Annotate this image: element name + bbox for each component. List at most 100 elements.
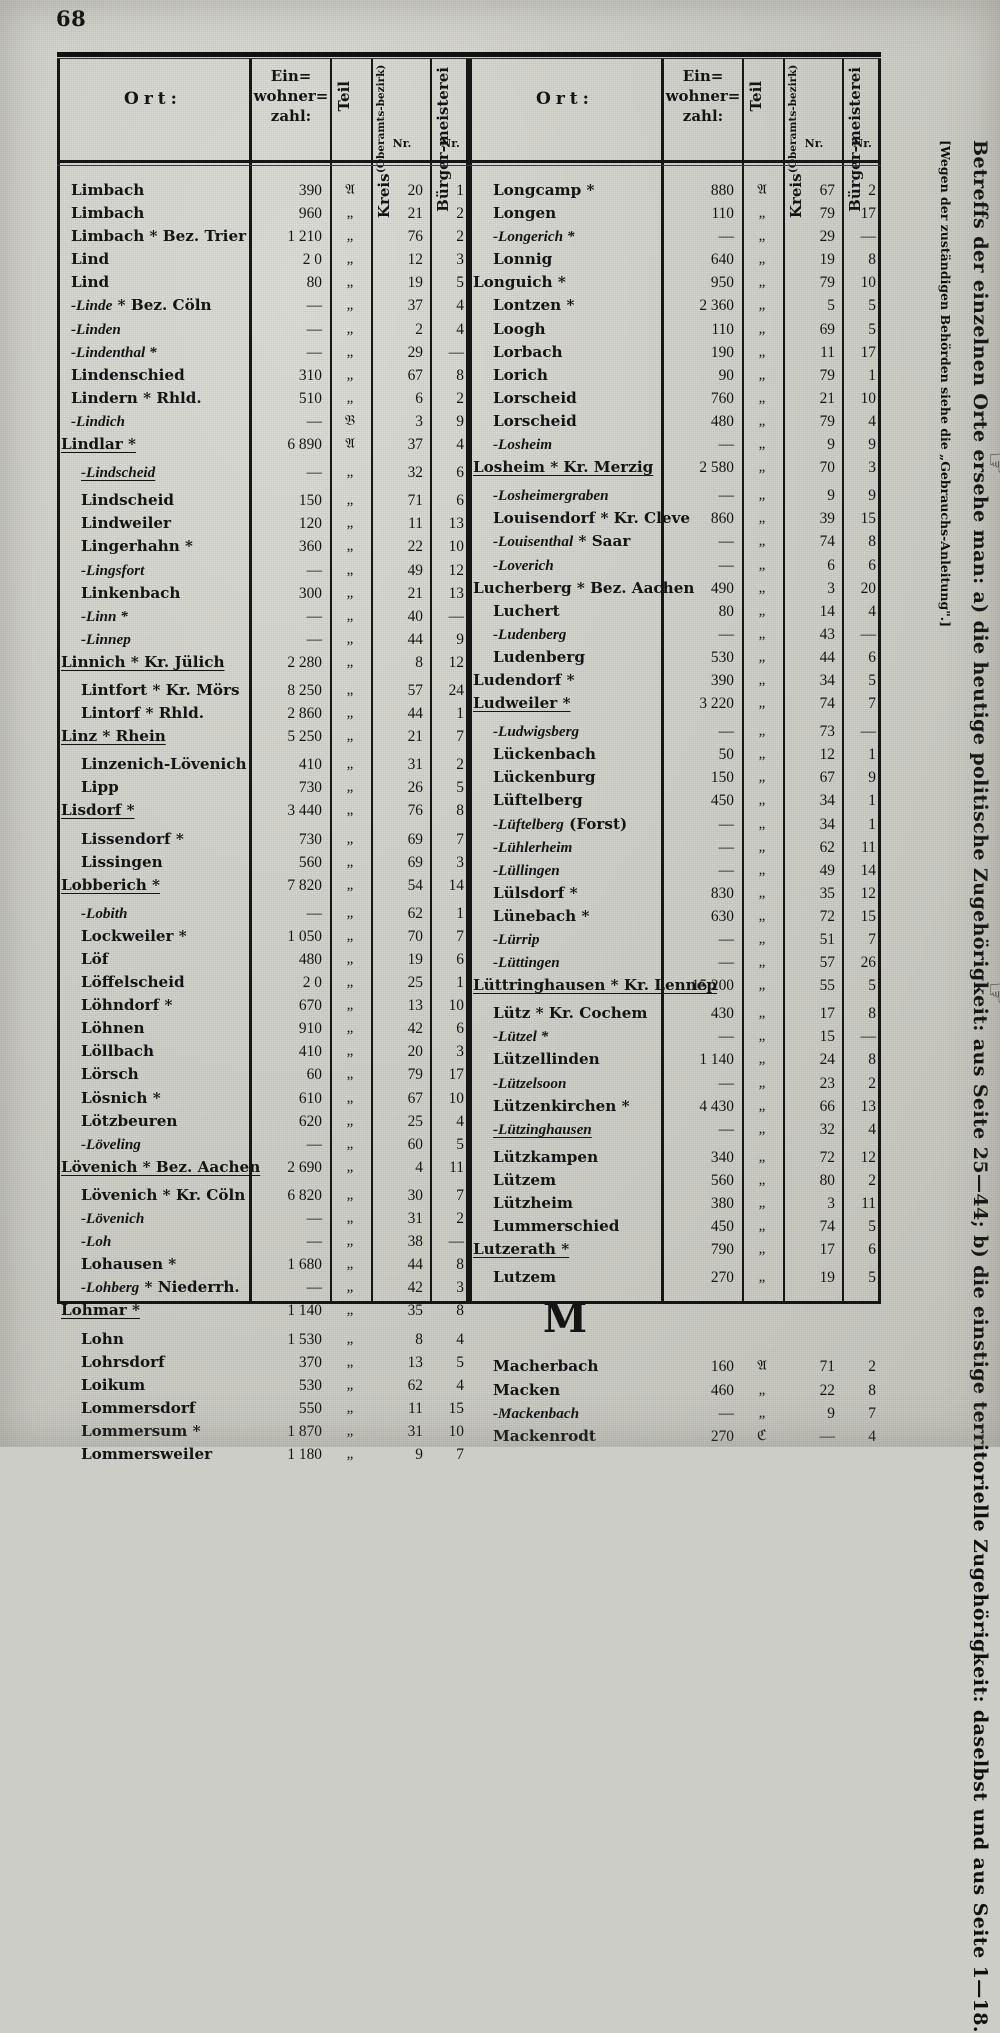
kreis-number: 4 [415, 1158, 423, 1176]
population-value: 340 [710, 1148, 734, 1166]
population-value: 860 [710, 510, 734, 528]
buergermeisterei-number: 4 [456, 1376, 464, 1394]
place-name: Lützem [493, 1169, 671, 1192]
place-name-text: Lindscheid [81, 491, 175, 510]
place-name-text: Lucherberg * Bez. Aachen [473, 578, 695, 597]
table-row: -Linnep — „ 44 9 [57, 628, 469, 651]
population-value: 560 [710, 1171, 734, 1189]
place-name-text: -Lüftelberg [493, 815, 564, 833]
buergermeisterei-number: — [860, 625, 876, 643]
teil-value: „ [346, 997, 354, 1014]
buergermeisterei-number: 4 [456, 1330, 464, 1348]
kreis-number: 73 [819, 723, 835, 741]
place-name-text: Lorbach [493, 342, 563, 361]
buergermeisterei-number: 7 [456, 830, 464, 848]
place-name-text: Lohausen * [81, 1255, 177, 1274]
table-row: Linkenbach 300 „ 21 13 [57, 582, 469, 605]
place-name: -Lützinghausen [493, 1118, 671, 1141]
population-value: 1 140 [699, 1051, 734, 1069]
place-name-text: Lütz * Kr. Cochem [493, 1004, 648, 1023]
kreis-number: 71 [407, 492, 423, 510]
kreis-number: 3 [415, 412, 423, 430]
pointing-hand-icon-2: ☞ [981, 981, 1000, 1004]
table-row: -Loverich — „ 6 6 [469, 554, 881, 577]
place-name-text: Linkenbach [81, 583, 181, 602]
table-row: Lünebach * 630 „ 72 15 [469, 905, 881, 928]
table-row: -Lüftelberg (Forst) — „ 34 1 [469, 813, 881, 836]
table-row: Loogh 110 „ 69 5 [469, 318, 881, 341]
place-name-text: -Loverich [493, 556, 554, 574]
header-rule-right [469, 160, 881, 163]
place-name: Lützheim [493, 1192, 671, 1215]
buergermeisterei-number: 15 [860, 907, 876, 925]
kreis-number: 12 [407, 251, 423, 269]
population-value: 90 [718, 366, 734, 384]
table-header-left: Ort: Ein= wohner= zahl: Teil Kreis (Ober… [57, 59, 469, 218]
teil-value: „ [758, 746, 766, 763]
place-name: Linzenich-Lövenich [81, 753, 259, 776]
buergermeisterei-number: — [860, 723, 876, 741]
place-name: Longcamp * [493, 179, 671, 202]
place-name-text: Lützheim [493, 1194, 573, 1213]
kreis-number: 76 [407, 802, 423, 820]
population-value: 730 [298, 779, 322, 797]
kreis-number: 79 [819, 274, 835, 292]
section-letter-text: M [542, 1295, 588, 1343]
teil-value: „ [346, 705, 354, 722]
header-einwohnerzahl-line2: wohner= [253, 86, 329, 105]
population-value: — [718, 815, 734, 833]
place-name: Lommersdorf [81, 1397, 259, 1420]
place-name: Lindlar * [61, 433, 239, 456]
teil-value: „ [346, 320, 354, 337]
table-row: Lummerschied 450 „ 74 5 [469, 1215, 881, 1238]
header-rule-right-thin [469, 165, 881, 166]
kreis-number: 51 [819, 931, 835, 948]
place-name: Lisdorf * [61, 799, 239, 822]
place-name: Lütz * Kr. Cochem [493, 1002, 671, 1025]
place-name-text: Macherbach [493, 1357, 599, 1376]
place-name-text: -Lingsfort [81, 561, 145, 579]
population-value: 2 690 [287, 1158, 322, 1176]
teil-value: „ [346, 607, 354, 624]
kreis-number: 6 [415, 389, 423, 407]
table-row: Mackenrodt 270 ℭ — 4 [469, 1425, 881, 1448]
teil-value: „ [346, 389, 354, 406]
population-value: 430 [710, 1005, 734, 1023]
paper-texture [0, 0, 1000, 1447]
teil-value: „ [758, 1120, 766, 1137]
buergermeisterei-number: 15 [860, 510, 876, 528]
teil-value: „ [758, 769, 766, 786]
table-row: Lötzbeuren 620 „ 25 4 [57, 1110, 469, 1133]
buergermeisterei-number: 7 [456, 728, 464, 746]
place-name: -Lüllingen [493, 859, 671, 882]
buergermeisterei-number: 7 [456, 927, 464, 945]
place-name-text: -Lobith [81, 904, 128, 922]
population-value: 640 [710, 251, 734, 269]
buergermeisterei-number: 8 [868, 1005, 876, 1023]
place-name: -Ludwigsberg [493, 720, 671, 743]
buergermeisterei-number: 3 [456, 1043, 464, 1061]
teil-value: „ [758, 251, 766, 268]
population-value: 410 [298, 756, 322, 774]
buergermeisterei-number: 26 [860, 954, 876, 972]
buergermeisterei-number: 3 [456, 1279, 464, 1297]
kreis-number: 54 [407, 876, 423, 894]
population-value: — [718, 436, 734, 454]
table-row: -Lützinghausen — „ 32 4 [469, 1118, 881, 1141]
teil-value: „ [758, 671, 766, 688]
table-row: Lorscheid 760 „ 21 10 [469, 387, 881, 410]
buergermeisterei-number: 9 [868, 487, 876, 505]
teil-value: „ [346, 492, 354, 509]
table-row: Löf 480 „ 19 6 [57, 948, 469, 971]
table-row: Lissingen 560 „ 69 3 [57, 851, 469, 874]
kreis-number: 62 [407, 904, 423, 922]
place-name: -Lüttingen [493, 951, 671, 974]
place-name-text: Lüftelberg [493, 791, 583, 810]
kreis-number: 67 [819, 182, 835, 199]
place-name-text: Lindweiler [81, 514, 172, 533]
population-value: 360 [298, 538, 322, 556]
kreis-number: 34 [819, 671, 835, 689]
kreis-number: 79 [407, 1066, 423, 1084]
buergermeisterei-number: 5 [868, 1269, 876, 1287]
teil-value: „ [758, 861, 766, 878]
